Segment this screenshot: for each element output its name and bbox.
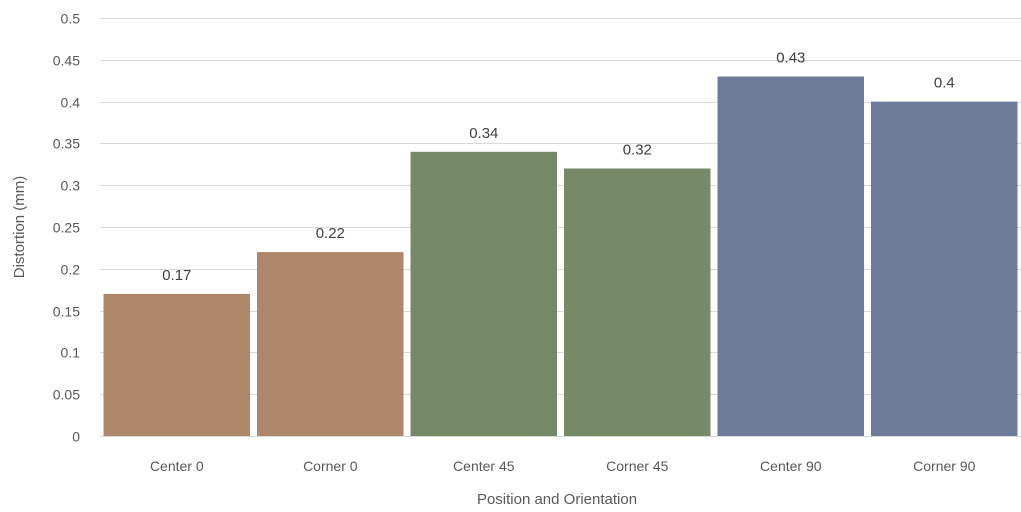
x-axis-ticks: Center 0 Corner 0 Center 45 Corner 45 Center… — [150, 458, 976, 474]
x-axis-title: Position and Orientation — [477, 491, 637, 508]
bars — [103, 76, 1018, 437]
bar — [717, 76, 864, 436]
x-tick-label: Center 90 — [760, 458, 822, 474]
bar — [410, 151, 557, 437]
data-labels: 0.17 0.22 0.34 0.32 0.43 0.4 — [162, 50, 955, 284]
data-label: 0.4 — [934, 75, 955, 92]
y-tick-label: 0.45 — [53, 53, 80, 69]
y-tick-label: 0.3 — [61, 178, 81, 194]
x-tick-label: Center 45 — [453, 458, 515, 474]
data-label: 0.43 — [776, 50, 805, 67]
x-tick-label: Center 0 — [150, 458, 204, 474]
y-tick-label: 0.15 — [53, 304, 80, 320]
y-tick-label: 0.35 — [53, 136, 80, 152]
y-tick-label: 0.4 — [61, 95, 81, 111]
x-tick-label: Corner 0 — [303, 458, 358, 474]
y-tick-label: 0.2 — [61, 262, 81, 278]
y-tick-label: 0.1 — [61, 345, 81, 361]
bar — [871, 101, 1018, 436]
data-label: 0.22 — [316, 225, 345, 242]
data-label: 0.17 — [162, 267, 191, 284]
gridlines — [100, 18, 1021, 395]
y-axis-title: Distortion (mm) — [11, 176, 28, 279]
data-label: 0.34 — [469, 125, 498, 142]
x-tick-label: Corner 90 — [913, 458, 975, 474]
y-tick-label: 0.25 — [53, 220, 80, 236]
x-tick-label: Corner 45 — [606, 458, 668, 474]
data-label: 0.32 — [623, 142, 652, 159]
y-tick-label: 0 — [72, 429, 80, 445]
y-axis-ticks: 0 0.05 0.1 0.15 0.2 0.25 0.3 0.35 0.4 0.45 0.5 — [53, 11, 80, 445]
bar — [564, 168, 711, 436]
y-tick-label: 0.5 — [61, 11, 81, 27]
y-tick-label: 0.05 — [53, 387, 80, 403]
bar — [103, 293, 250, 436]
bar — [257, 252, 404, 436]
